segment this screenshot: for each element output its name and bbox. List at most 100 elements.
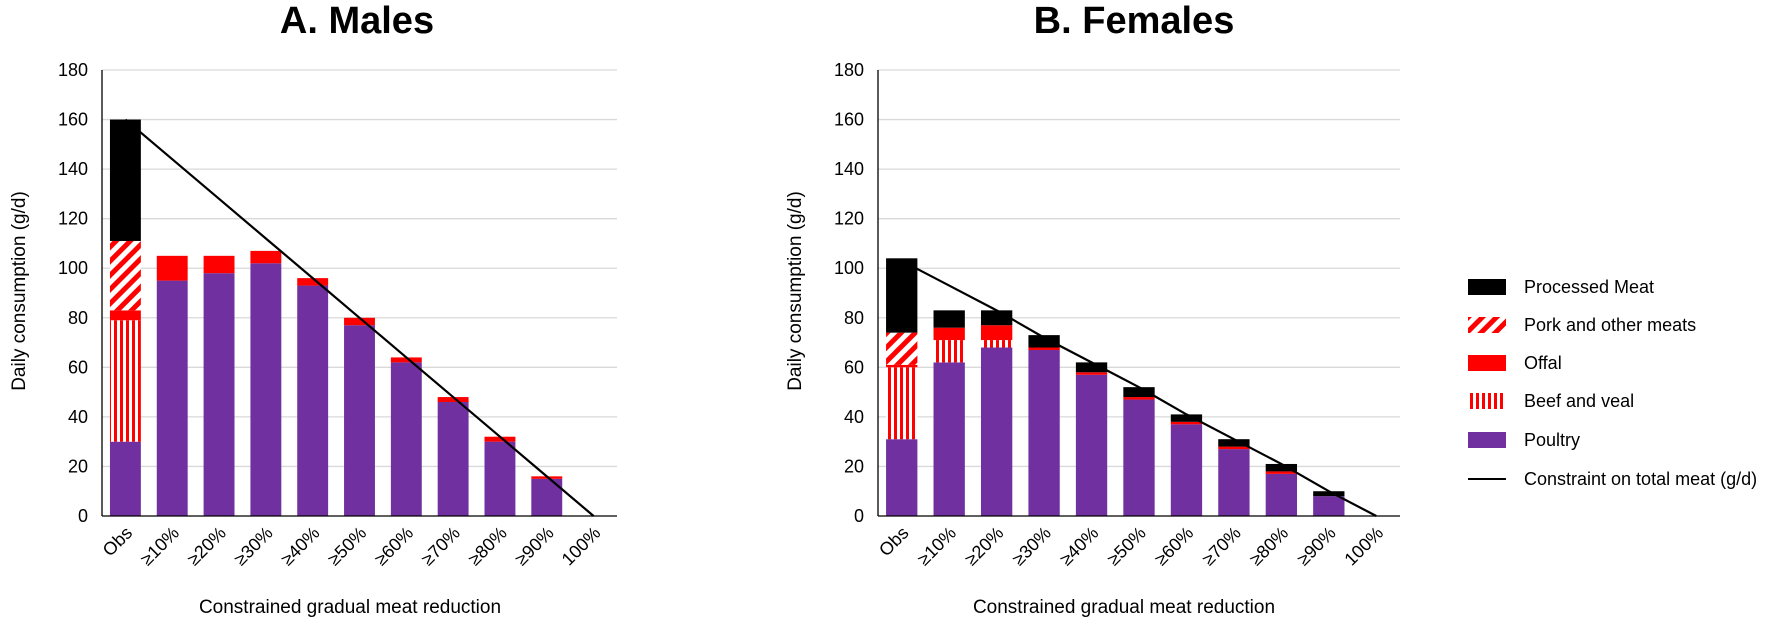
chart-title: B. Females [1034,0,1235,42]
bar-segment-poultry [1171,424,1202,516]
y-tick-label: 180 [834,60,864,80]
x-tick-labels: Obs ≥10% ≥20% ≥30% ≥40% ≥50% ≥60% ≥70% ≥80% ≥90% 1… [875,523,1387,570]
x-tick-label: ≥10% [913,523,960,570]
x-tick-label: ≥30% [1008,523,1055,570]
x-tick-label: ≥20% [183,523,230,570]
bar-segment-pork-and-other-meats [886,333,917,365]
bar-segment-poultry [297,286,328,516]
x-tick-labels: Obs ≥10% ≥20% ≥30% ≥40% ≥50% ≥60% ≥70% ≥80% ≥90% 1… [99,523,605,570]
legend-label-constraint-line: Constraint on total meat (g/d) [1524,469,1757,489]
bar-segment-offal [1171,422,1202,424]
y-tick-label: 160 [834,110,864,130]
bar-segment-pork-and-other-meats [110,241,141,310]
chart-title: A. Males [280,0,434,42]
x-tick-label: ≥80% [464,523,511,570]
y-tick-labels: 0 20 40 60 80 100 120 140 160 180 [834,60,864,526]
y-tick-label: 20 [844,456,864,476]
x-tick-label: ≥60% [371,523,418,570]
bar-segment-processed-meat [934,310,965,327]
chart-panel-males: A. Males 0 20 40 60 80 100 120 140 160 180 Obs ≥10… [9,0,617,618]
x-tick-label: ≥90% [1293,523,1340,570]
bar-segment-poultry [1313,496,1344,516]
x-tick-label: Obs [875,523,912,560]
y-tick-label: 140 [58,159,88,179]
legend-label-pork-and-other-meats: Pork and other meats [1524,315,1696,335]
x-tick-label: ≥70% [1198,523,1245,570]
y-tick-label: 0 [78,506,88,526]
x-tick-label: ≥30% [230,523,277,570]
x-tick-label: ≥80% [1246,523,1293,570]
bar-segment-processed-meat [110,120,141,241]
x-tick-label: ≥10% [136,523,183,570]
y-axis-title: Daily consumption (g/d) [9,191,30,391]
bar-segment-offal [110,310,141,320]
legend-swatch-processed-meat [1468,279,1506,295]
legend-label-processed-meat: Processed Meat [1524,277,1654,297]
bar-segment-offal [1076,372,1107,374]
legend-swatch-beef-and-veal [1468,393,1506,409]
bar-segment-offal [204,256,235,273]
x-tick-label: 100% [558,523,605,570]
bar-segment-offal [250,251,281,263]
x-axis-title: Constrained gradual meat reduction [973,597,1275,618]
bar-segment-poultry [110,442,141,516]
legend: Processed Meat Pork and other meats Offa… [1468,277,1757,489]
bar-segment-poultry [1218,449,1249,516]
bar-segment-offal [1123,397,1154,399]
y-tick-label: 40 [68,407,88,427]
y-tick-label: 180 [58,60,88,80]
y-tick-label: 40 [844,407,864,427]
x-tick-label: ≥50% [324,523,371,570]
bar-segment-poultry [1076,375,1107,516]
x-axis-title: Constrained gradual meat reduction [199,597,501,618]
y-tick-label: 80 [844,308,864,328]
y-tick-label: 80 [68,308,88,328]
bar-segment-poultry [485,442,516,516]
x-tick-label: ≥70% [417,523,464,570]
x-tick-label: ≥50% [1103,523,1150,570]
y-tick-label: 60 [68,357,88,377]
bar-segment-poultry [391,362,422,516]
x-tick-label: ≥60% [1151,523,1198,570]
bar-segment-poultry [1028,350,1059,516]
x-tick-label: ≥40% [277,523,324,570]
bar-segment-offal [934,328,965,340]
bar-segment-beef-and-veal [934,340,965,362]
bar-segment-poultry [438,402,469,516]
y-tick-label: 120 [58,209,88,229]
x-tick-label: ≥20% [961,523,1008,570]
bars [886,258,1344,516]
x-tick-label: ≥40% [1056,523,1103,570]
legend-swatch-offal [1468,355,1506,371]
bar-segment-poultry [886,439,917,516]
y-tick-label: 0 [854,506,864,526]
bar-segment-poultry [1123,400,1154,516]
x-tick-label: 100% [1340,523,1387,570]
bar-segment-offal [886,365,917,367]
y-tick-label: 140 [834,159,864,179]
y-tick-label: 100 [834,258,864,278]
y-tick-label: 120 [834,209,864,229]
y-axis-title: Daily consumption (g/d) [785,191,806,391]
bar-segment-poultry [250,263,281,516]
x-tick-label: Obs [99,523,136,560]
bar-segment-poultry [204,273,235,516]
bar-segment-offal [1218,447,1249,449]
bar-segment-beef-and-veal [981,340,1012,347]
y-tick-label: 100 [58,258,88,278]
bar-segment-offal [157,256,188,281]
bar-segment-offal [1266,471,1297,473]
bar-segment-processed-meat [1123,387,1154,397]
bar-segment-offal [1028,348,1059,350]
legend-label-beef-and-veal: Beef and veal [1524,391,1634,411]
legend-label-poultry: Poultry [1524,430,1580,450]
y-tick-label: 60 [844,357,864,377]
bar-segment-poultry [1266,474,1297,516]
y-tick-label: 20 [68,456,88,476]
y-tick-label: 160 [58,110,88,130]
legend-label-offal: Offal [1524,353,1562,373]
x-tick-label: ≥90% [511,523,558,570]
